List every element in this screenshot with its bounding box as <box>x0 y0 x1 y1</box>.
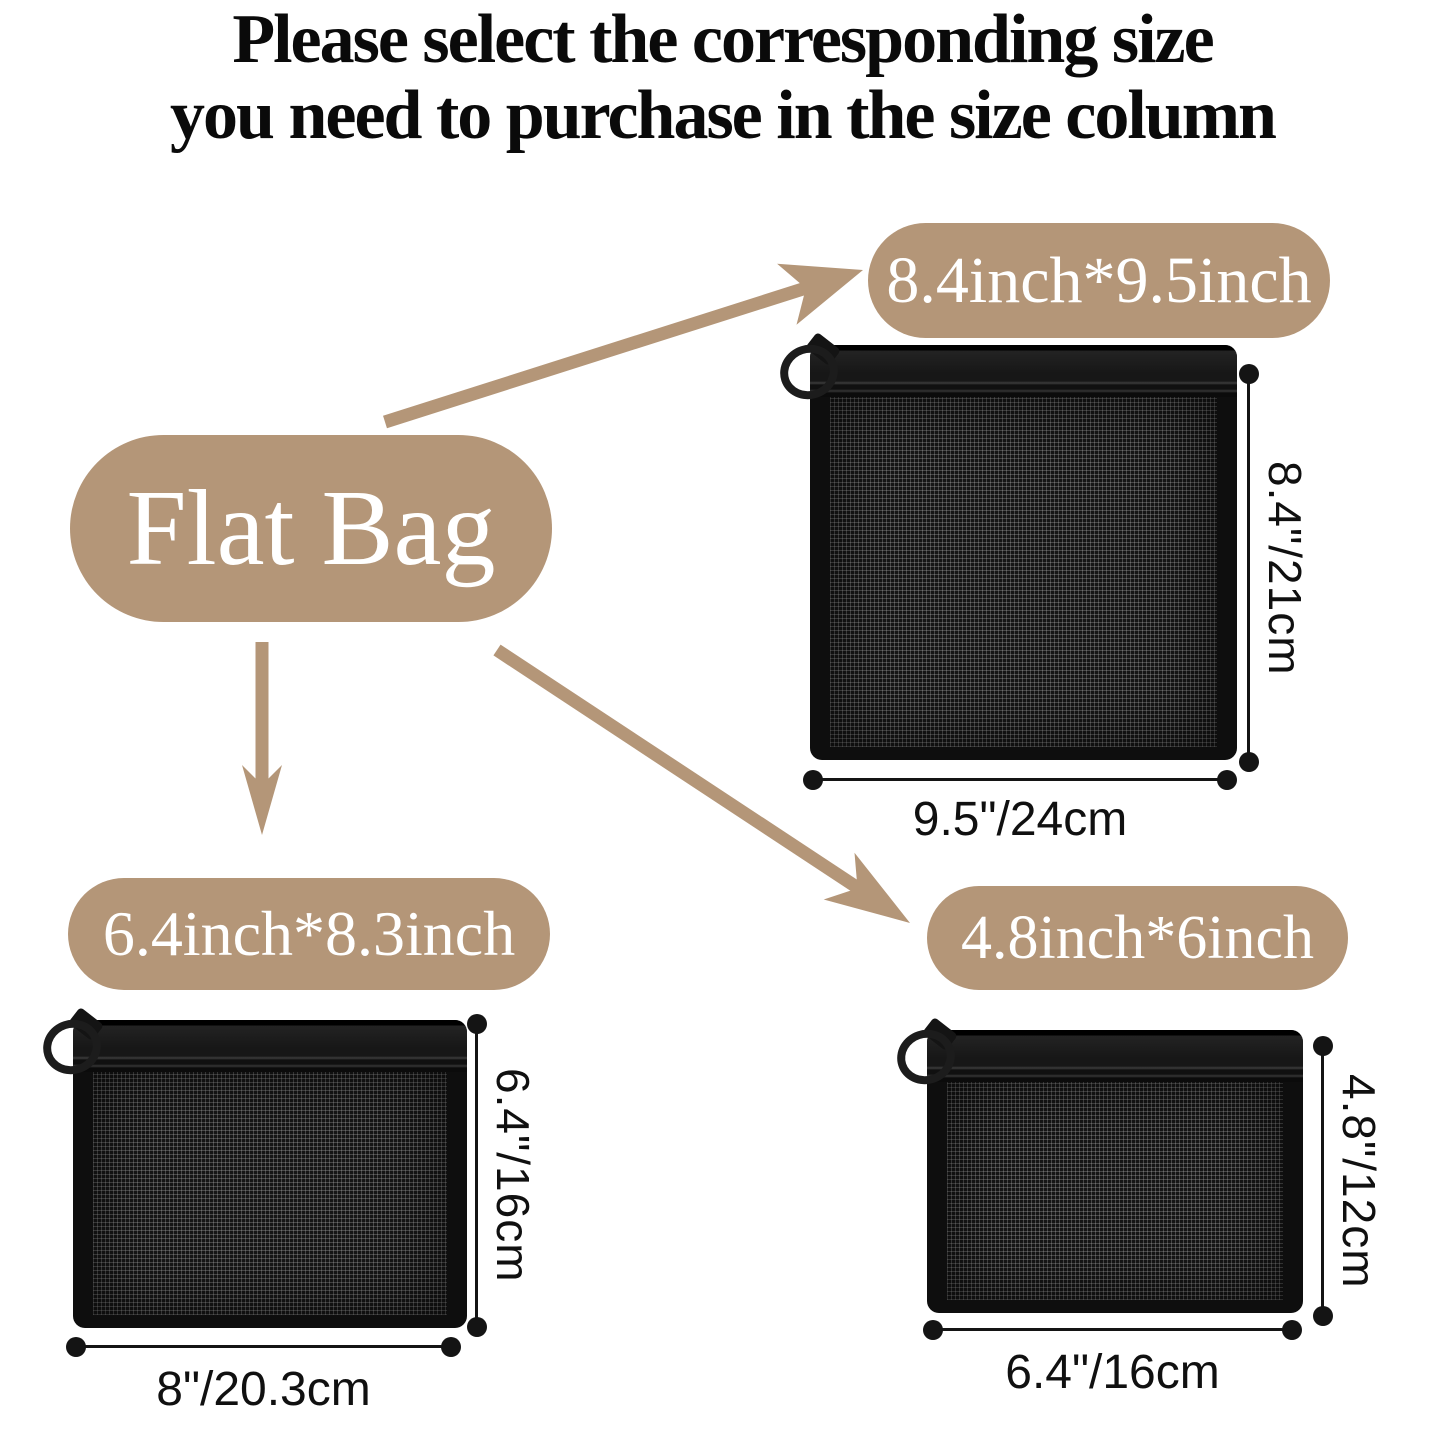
title-line-1: Please select the corresponding size <box>232 1 1214 78</box>
mesh-panel <box>830 397 1217 747</box>
mesh-panel <box>93 1072 447 1315</box>
size-pill-medium: 6.4inch*8.3inch <box>68 878 550 990</box>
height-dimension-line-large <box>1247 373 1250 763</box>
arrow-to-large-icon <box>383 263 863 429</box>
width-dimension-line-small <box>932 1328 1293 1331</box>
zipper-strip <box>73 1020 467 1072</box>
arrow-to-medium-icon <box>242 642 282 835</box>
product-label-pill: Flat Bag <box>70 435 552 622</box>
mesh-bag-large <box>773 331 1237 760</box>
mesh-bag-small <box>890 1016 1303 1313</box>
width-dimension-label-medium: 8"/20.3cm <box>156 1363 371 1416</box>
size-label-large: 8.4inch*9.5inch <box>886 243 1312 317</box>
width-dimension-label-large: 9.5"/24cm <box>912 793 1128 846</box>
zipper-strip <box>927 1030 1303 1082</box>
width-dimension-line-large <box>812 778 1228 781</box>
width-dimension-line-medium <box>75 1345 452 1348</box>
height-dimension-label-small: 4.8"/12cm <box>1333 1073 1385 1289</box>
height-dimension-label-large: 8.4"/21cm <box>1259 460 1311 676</box>
size-label-small: 4.8inch*6inch <box>961 903 1314 972</box>
mesh-panel <box>947 1082 1283 1300</box>
title-line-2: you need to purchase in the size column <box>170 77 1277 155</box>
product-label: Flat Bag <box>126 468 496 588</box>
height-dimension-label-medium: 6.4"/16cm <box>487 1068 539 1283</box>
size-label-medium: 6.4inch*8.3inch <box>102 898 516 969</box>
size-pill-large: 8.4inch*9.5inch <box>868 223 1330 338</box>
height-dimension-line-small <box>1321 1045 1324 1317</box>
page-title: Please select the corresponding size you… <box>0 1 1445 155</box>
height-dimension-line-medium <box>475 1023 478 1328</box>
width-dimension-label-small: 6.4"/16cm <box>1005 1346 1220 1399</box>
zipper-strip <box>810 345 1237 397</box>
size-pill-small: 4.8inch*6inch <box>927 886 1348 990</box>
mesh-bag-medium <box>36 1006 467 1328</box>
